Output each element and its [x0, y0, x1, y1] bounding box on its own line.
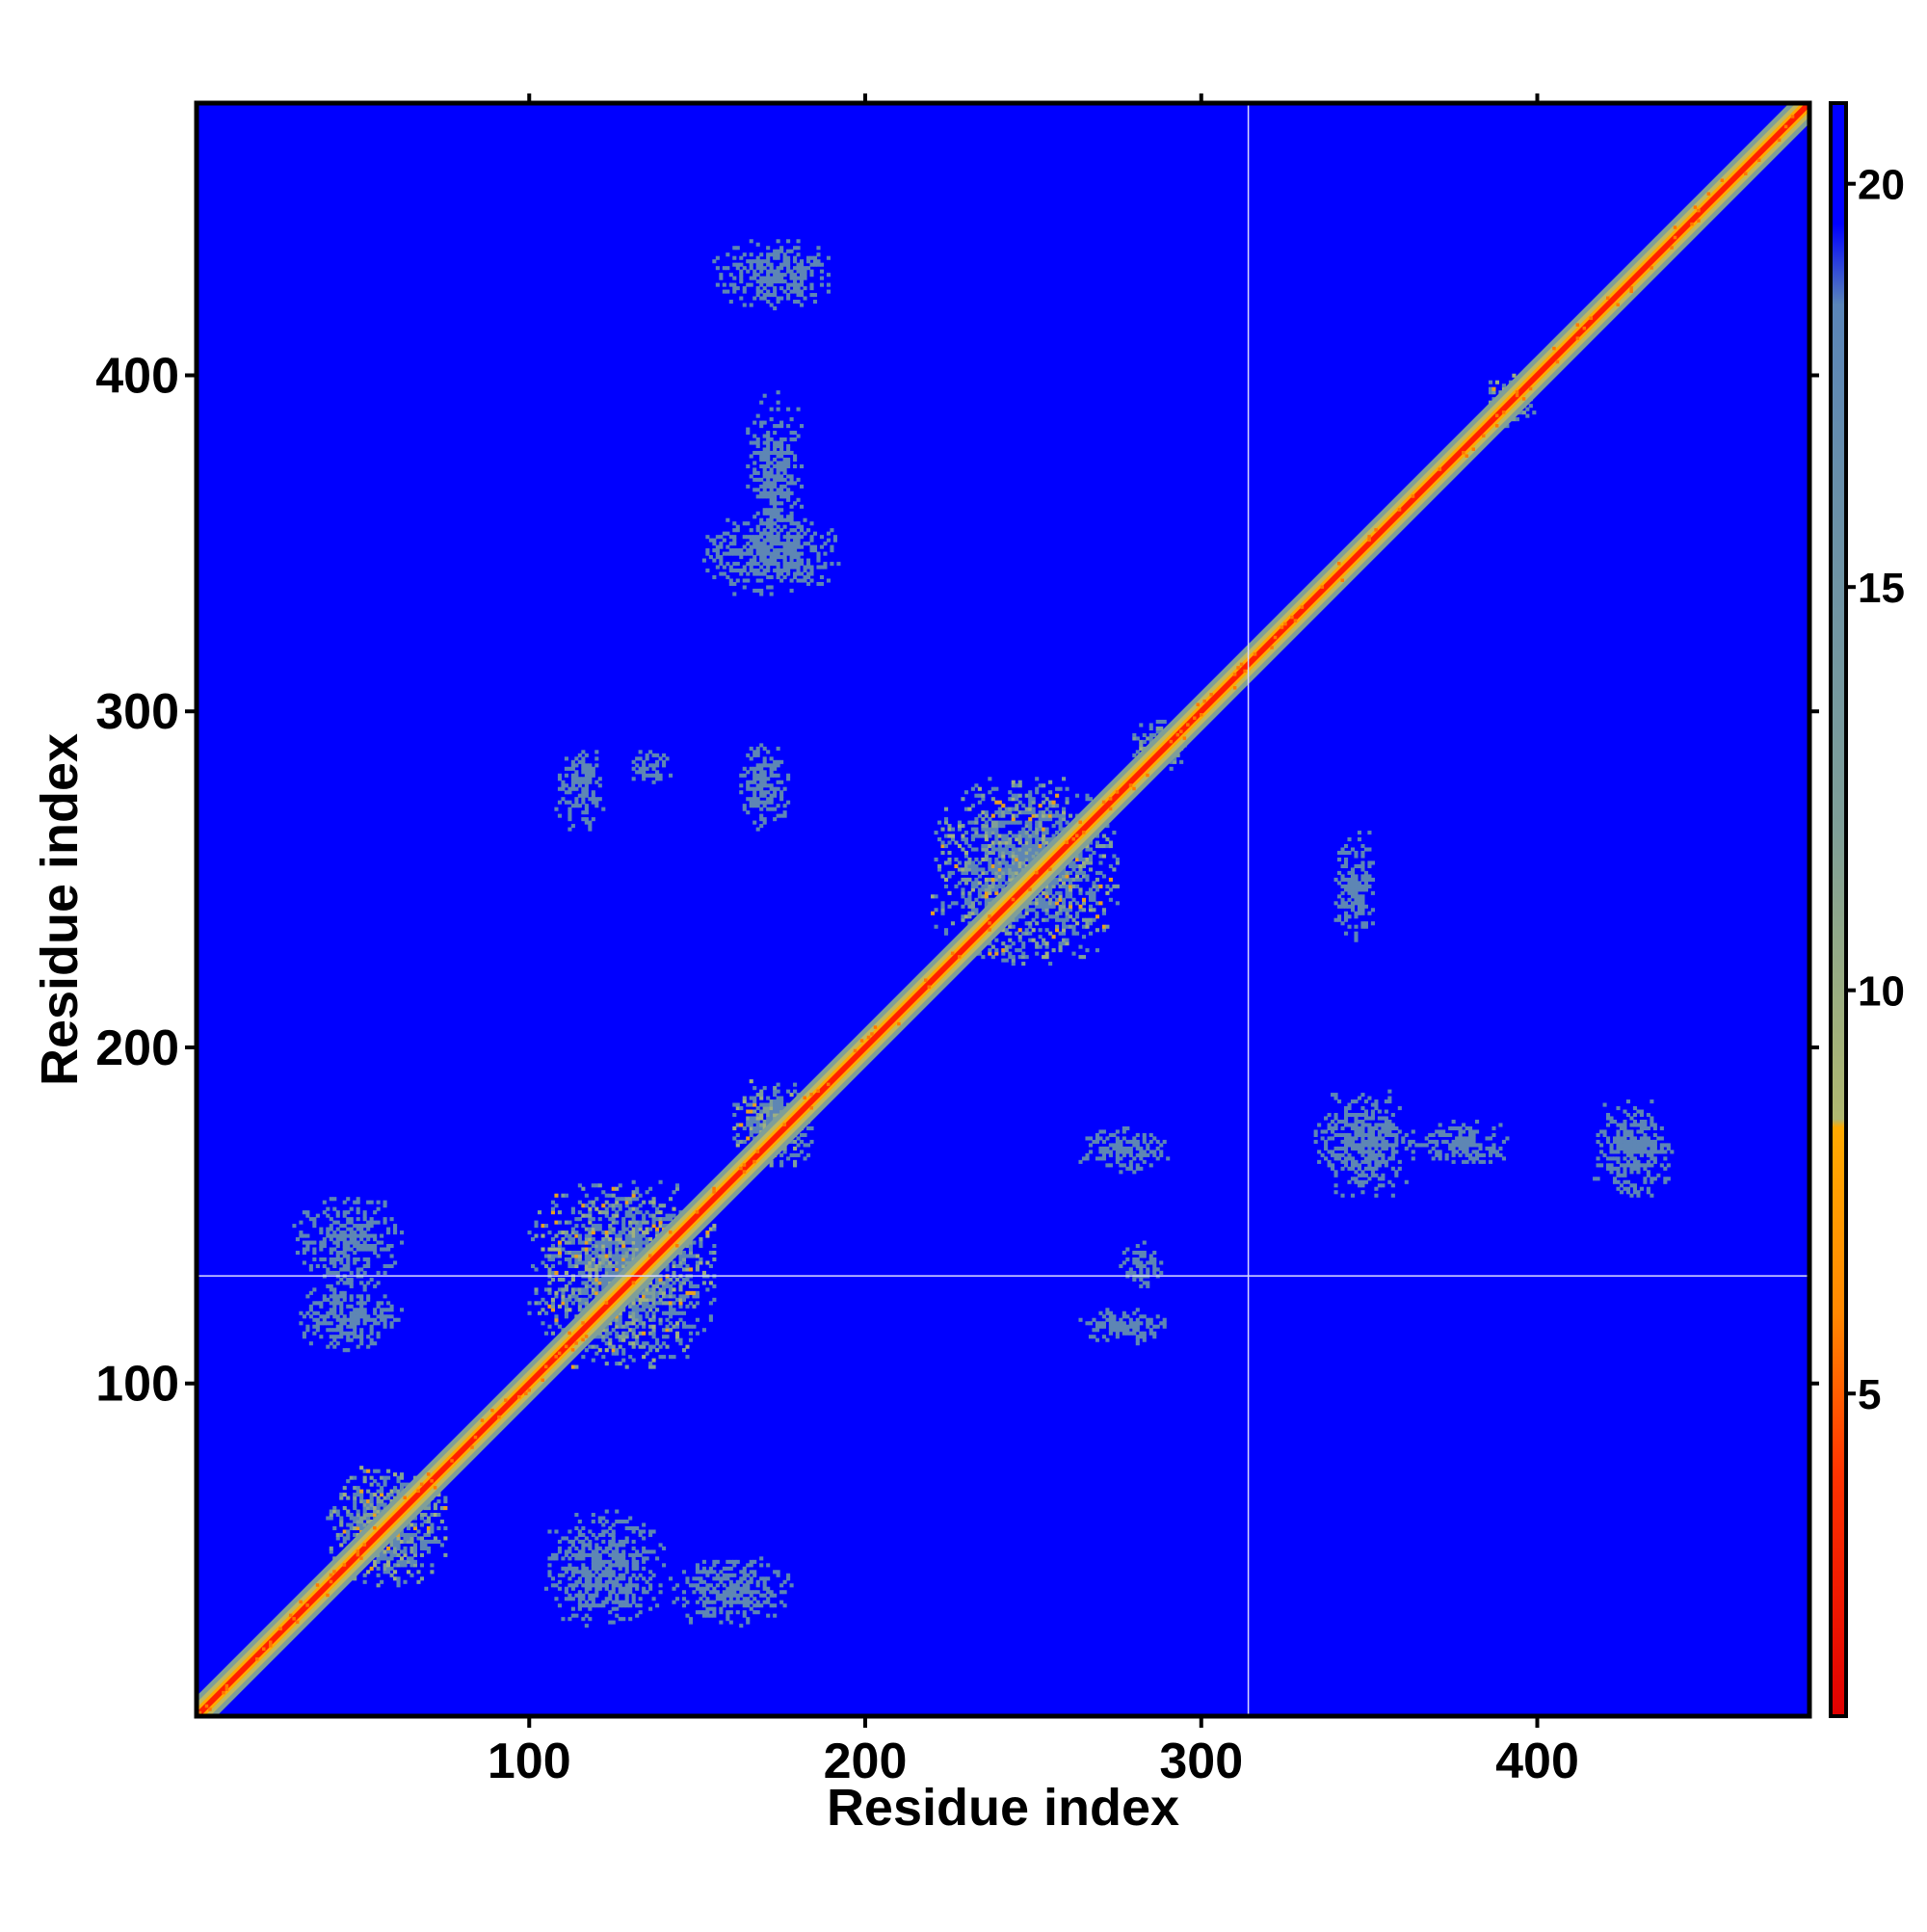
colorbar-tick-label-2: 15: [1858, 565, 1905, 612]
colorbar-tick-label-0: 5: [1858, 1371, 1881, 1418]
y-tick-label-0: 100: [95, 1357, 179, 1413]
colorbar: 5 10 15 20: [1831, 103, 1905, 1716]
y-tick-label-3: 400: [95, 348, 179, 404]
x-tick-label-3: 400: [1495, 1734, 1579, 1789]
x-tick-label-0: 100: [488, 1734, 571, 1789]
colorbar-ticks: 5 10 15 20: [1846, 162, 1905, 1419]
colorbar-tick-label-3: 20: [1858, 162, 1905, 209]
colorbar-tick-label-1: 10: [1858, 968, 1905, 1016]
y-tick-label-1: 200: [95, 1020, 179, 1076]
y-tick-label-2: 300: [95, 684, 179, 740]
heatmap-plot-area: [197, 101, 1811, 1717]
x-axis-label: Residue index: [827, 1779, 1179, 1837]
y-axis-label: Residue index: [31, 733, 89, 1086]
colorbar-gradient: [1831, 103, 1846, 1716]
